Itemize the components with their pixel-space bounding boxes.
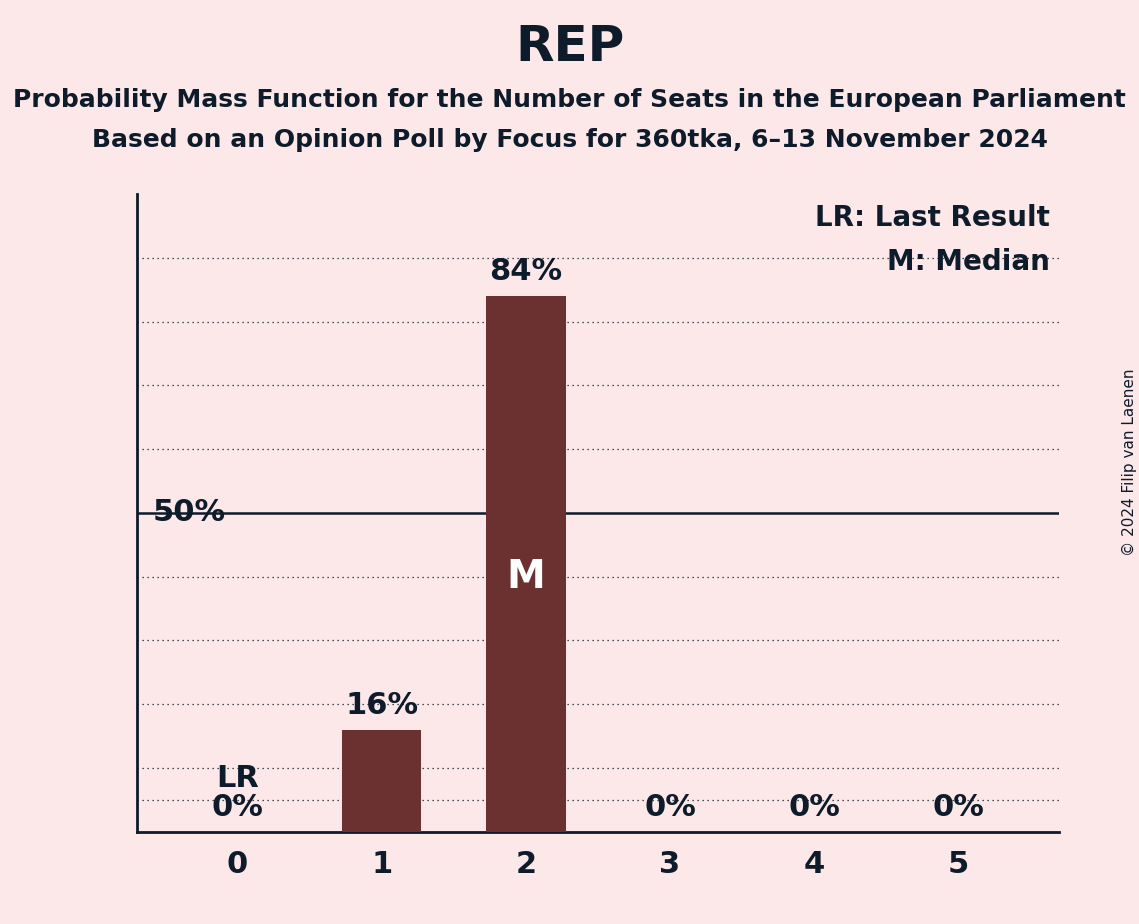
- Text: 84%: 84%: [490, 258, 563, 286]
- Text: M: M: [507, 557, 546, 596]
- Text: REP: REP: [515, 23, 624, 71]
- Text: LR: Last Result: LR: Last Result: [816, 203, 1050, 232]
- Text: 0%: 0%: [788, 793, 841, 822]
- Text: © 2024 Filip van Laenen: © 2024 Filip van Laenen: [1122, 369, 1137, 555]
- Text: 0%: 0%: [645, 793, 696, 822]
- Bar: [486, 296, 566, 832]
- Text: 0%: 0%: [212, 793, 263, 822]
- Text: LR: LR: [216, 764, 259, 794]
- Text: Based on an Opinion Poll by Focus for 360tka, 6–13 November 2024: Based on an Opinion Poll by Focus for 36…: [91, 128, 1048, 152]
- Text: 50%: 50%: [153, 498, 226, 528]
- Text: 16%: 16%: [345, 691, 418, 720]
- Text: 0%: 0%: [933, 793, 984, 822]
- Bar: [342, 730, 421, 832]
- Text: Probability Mass Function for the Number of Seats in the European Parliament: Probability Mass Function for the Number…: [13, 88, 1126, 112]
- Text: M: Median: M: Median: [887, 249, 1050, 276]
